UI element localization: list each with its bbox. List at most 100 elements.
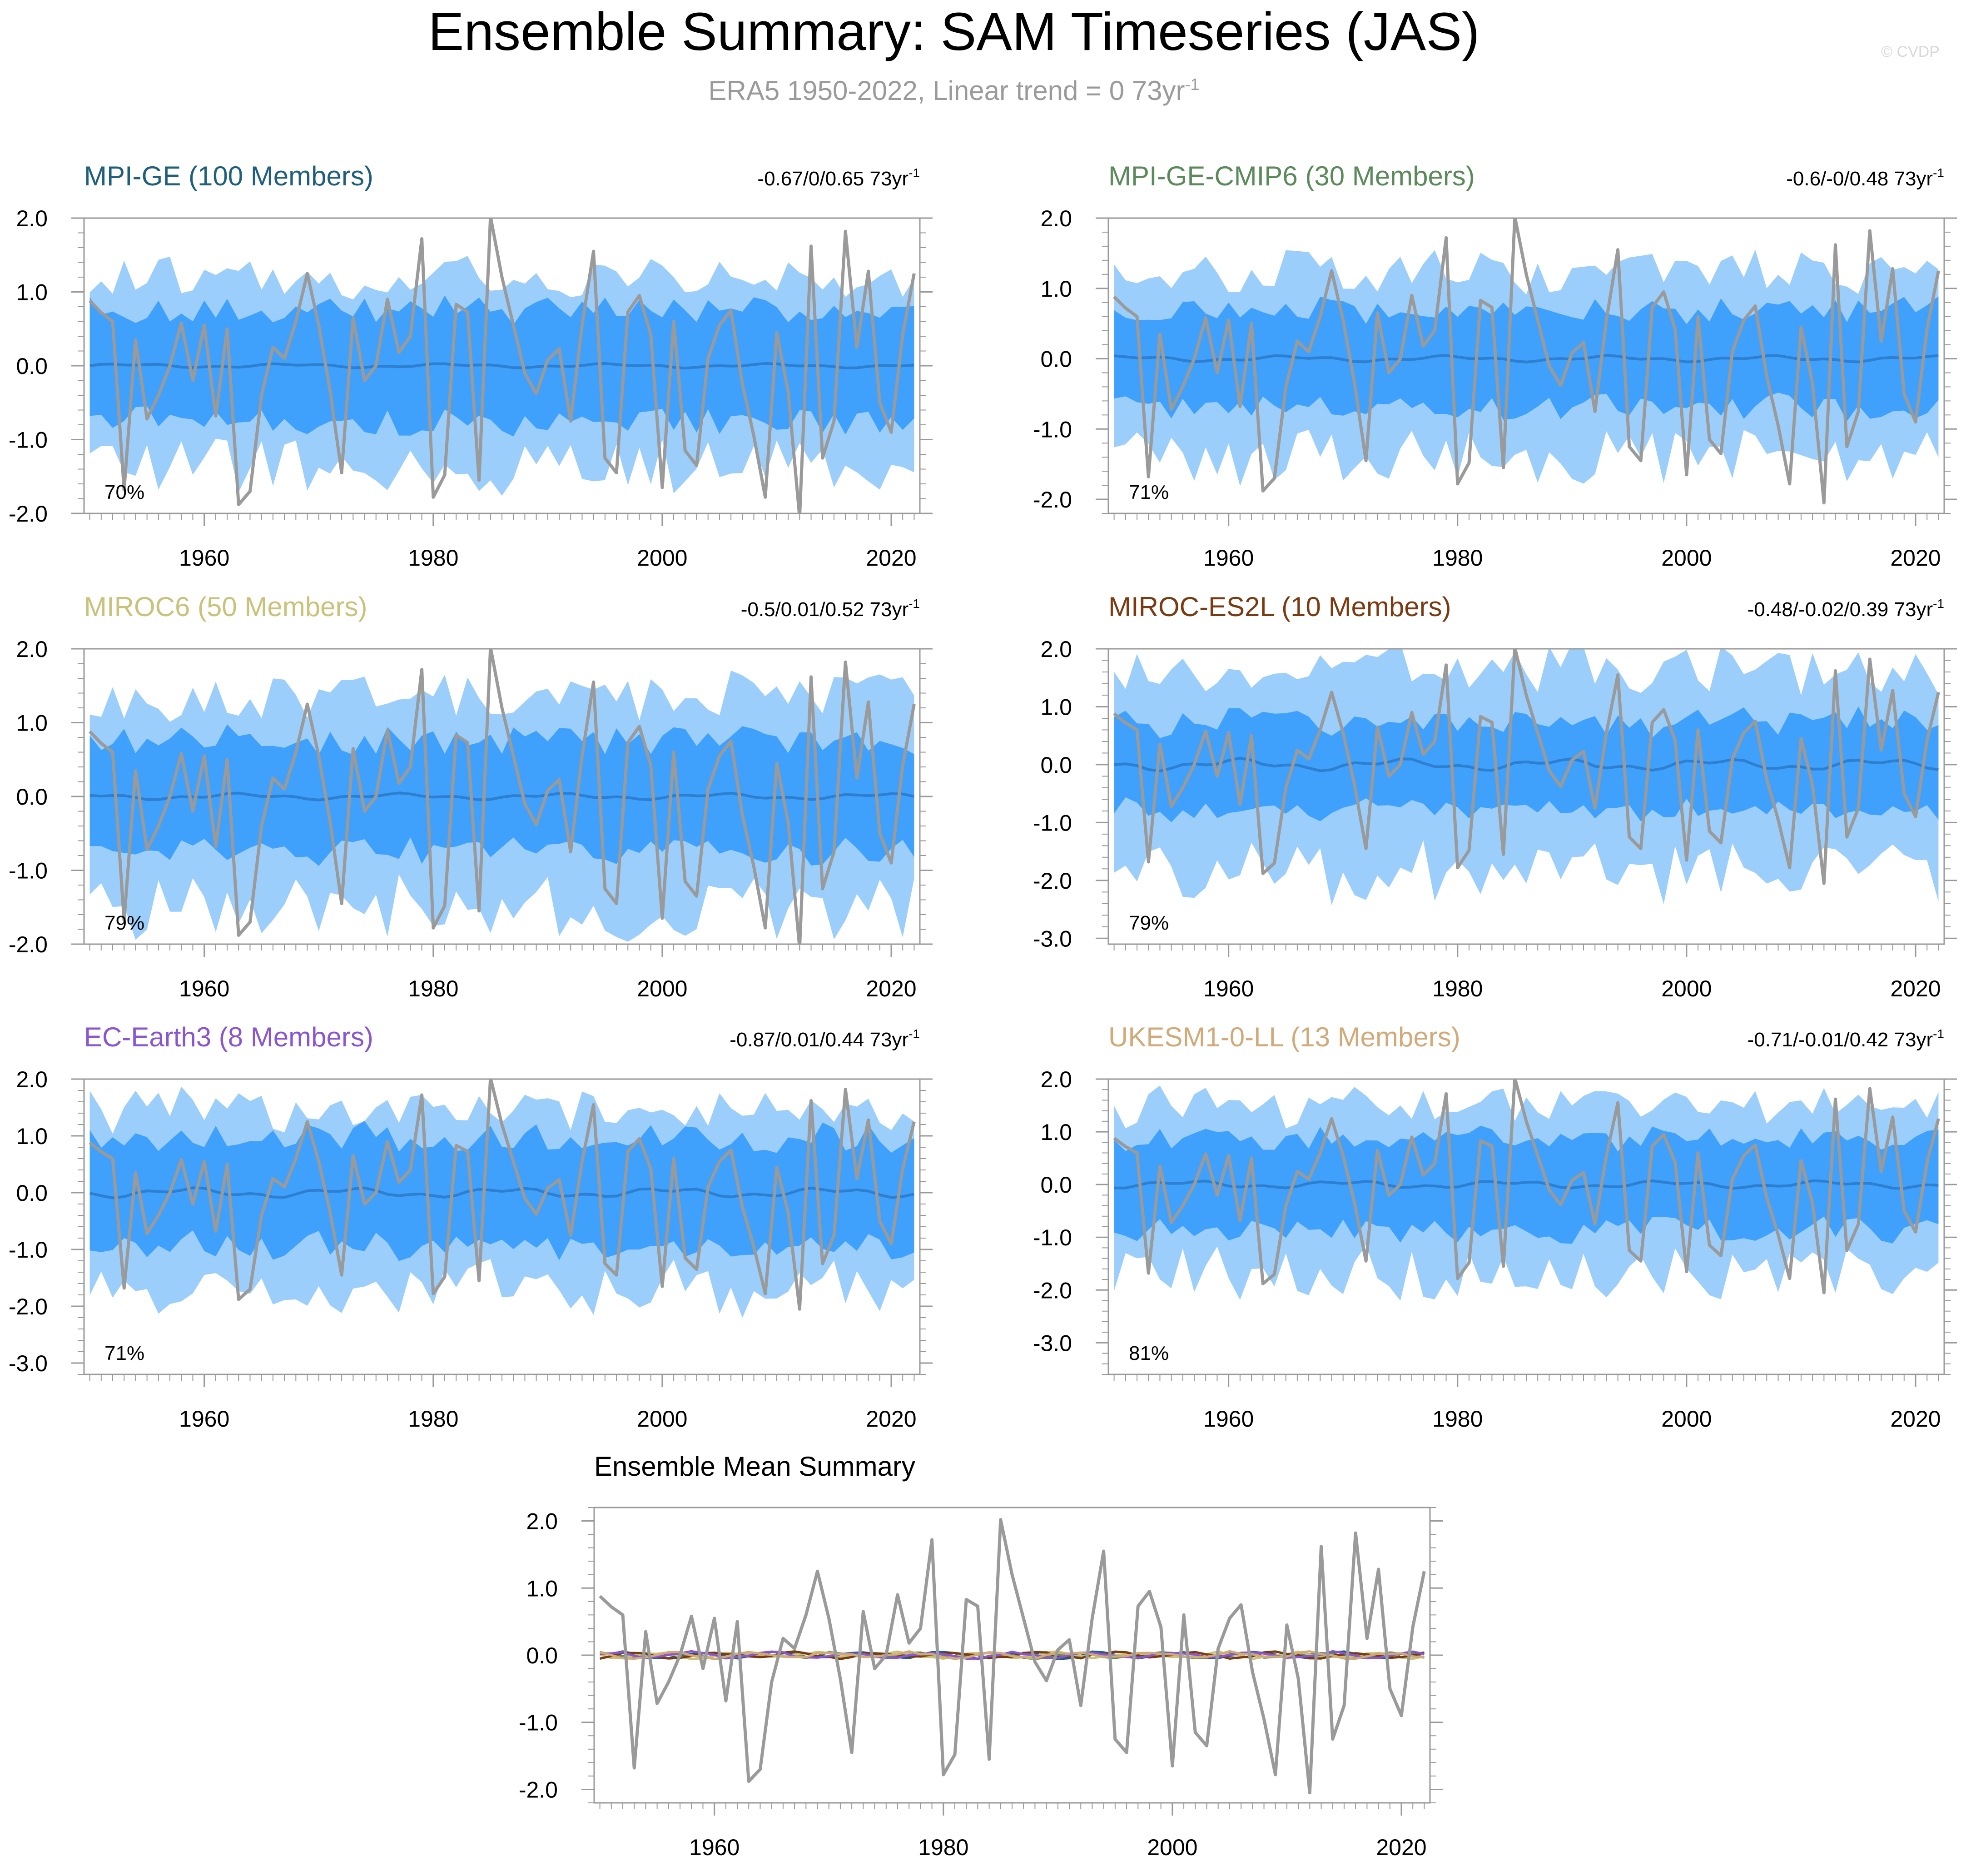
ensemble-mean-line xyxy=(89,362,914,370)
x-axis: 1960 1980 2000 2020 xyxy=(89,1374,917,1432)
percent-label: 79% xyxy=(104,912,144,934)
panel-miroc-es2l: 2.0 1.0 0.0 -1.0 -2.0 -3.0 1960 1980 2000 2020 MIR… xyxy=(1033,592,1957,1001)
x-tick-label: 2020 xyxy=(1890,1406,1941,1432)
trend-label: -0.67/0/0.65 73yr-1 xyxy=(757,166,920,190)
x-tick-label: 2000 xyxy=(637,976,687,1001)
x-tick-label: 1960 xyxy=(179,545,229,571)
plot-area xyxy=(89,218,916,513)
x-tick-label: 1980 xyxy=(408,976,458,1001)
x-tick-label: 2000 xyxy=(1147,1835,1197,1860)
panel-title: Ensemble Mean Summary xyxy=(594,1451,915,1482)
y-tick-label: 0.0 xyxy=(1040,347,1072,372)
x-tick-label: 2020 xyxy=(866,545,916,571)
y-axis: 2.0 1.0 0.0 -1.0 -2.0 xyxy=(1033,206,1957,514)
trend-label: -0.71/-0.01/0.42 73yr-1 xyxy=(1748,1027,1944,1051)
x-tick-label: 2000 xyxy=(1661,545,1712,571)
y-axis: 2.0 1.0 0.0 -1.0 -2.0 xyxy=(9,637,933,957)
plot-area xyxy=(1113,1079,1940,1301)
y-tick-label: 2.0 xyxy=(1040,637,1072,662)
y-tick-label: -1.0 xyxy=(9,428,48,453)
y-tick-label: -2.0 xyxy=(9,1294,48,1319)
y-tick-label: -1.0 xyxy=(1033,810,1072,836)
panel-title: EC-Earth3 (8 Members) xyxy=(84,1022,373,1052)
y-axis: 2.0 1.0 0.0 -1.0 -2.0 -3.0 xyxy=(9,1067,933,1376)
y-tick-label: 1.0 xyxy=(1040,276,1072,302)
x-tick-label: 2020 xyxy=(1890,976,1941,1001)
observed-series-line xyxy=(89,218,916,513)
ensemble-mean-line xyxy=(1114,756,1939,773)
panel-miroc6: 2.0 1.0 0.0 -1.0 -2.0 1960 1980 2000 2020 MIROC6 … xyxy=(9,592,933,1001)
y-tick-label: -1.0 xyxy=(1033,417,1072,442)
y-tick-label: 1.0 xyxy=(16,711,48,736)
x-tick-label: 1960 xyxy=(179,1406,229,1432)
inner-spread-band xyxy=(1114,707,1939,822)
ensemble-mean-line xyxy=(89,791,915,801)
x-tick-label: 2000 xyxy=(637,545,687,571)
y-tick-label: -2.0 xyxy=(9,501,48,527)
y-tick-label: 0.0 xyxy=(526,1643,558,1668)
x-tick-label: 1980 xyxy=(1432,976,1483,1001)
x-tick-label: 1960 xyxy=(1203,1406,1254,1432)
x-axis: 1960 1980 2000 2020 xyxy=(1113,513,1941,571)
y-tick-label: -2.0 xyxy=(1033,487,1072,513)
x-tick-label: 1980 xyxy=(408,1406,458,1432)
y-tick-label: 0.0 xyxy=(16,1180,48,1206)
x-axis: 1960 1980 2000 2020 xyxy=(1113,1374,1941,1432)
y-tick-label: -1.0 xyxy=(9,858,48,884)
observed-series-line xyxy=(89,1079,916,1311)
ensemble-mean-line xyxy=(89,1186,914,1199)
cvdp-watermark: © CVDP xyxy=(1881,43,1940,60)
figure-subtitle-superscript: -1 xyxy=(1185,75,1200,94)
panel-ensemble-mean: 2.0 1.0 0.0 -1.0 -2.0 1960 1980 2000 2020 Ensembl… xyxy=(519,1451,1443,1860)
panel-title: UKESM1-0-LL (13 Members) xyxy=(1108,1022,1460,1052)
y-tick-label: 1.0 xyxy=(526,1576,558,1601)
x-axis: 1960 1980 2000 2020 xyxy=(1113,944,1941,1001)
percent-label: 71% xyxy=(1129,481,1169,503)
percent-label: 81% xyxy=(1129,1342,1169,1364)
plot-area xyxy=(1113,218,1940,505)
x-tick-label: 2020 xyxy=(1376,1835,1426,1860)
x-tick-label: 1980 xyxy=(1432,1406,1483,1432)
y-tick-label: 1.0 xyxy=(1040,1120,1072,1145)
trend-label: -0.5/0.01/0.52 73yr-1 xyxy=(741,597,920,621)
x-tick-label: 2000 xyxy=(1661,1406,1712,1432)
ensemble-mean-line xyxy=(1114,354,1939,363)
y-tick-label: -2.0 xyxy=(9,932,48,957)
y-tick-label: 0.0 xyxy=(1040,752,1072,778)
y-tick-label: -2.0 xyxy=(1033,1278,1072,1303)
y-tick-label: -1.0 xyxy=(1033,1225,1072,1250)
x-tick-label: 1960 xyxy=(1203,545,1254,571)
plot-area xyxy=(599,1518,1426,1795)
y-tick-label: -3.0 xyxy=(1033,1330,1072,1356)
y-tick-label: 0.0 xyxy=(16,353,48,379)
x-tick-label: 1980 xyxy=(918,1835,968,1860)
y-tick-label: 1.0 xyxy=(16,1124,48,1149)
plot-area xyxy=(1113,649,1940,906)
y-tick-label: 0.0 xyxy=(16,784,48,810)
y-tick-label: 2.0 xyxy=(1040,206,1072,231)
y-tick-label: -3.0 xyxy=(9,1351,48,1376)
model-mean-series-5 xyxy=(600,1650,1425,1660)
trend-label: -0.6/-0/0.48 73yr-1 xyxy=(1786,166,1944,190)
x-tick-label: 1980 xyxy=(408,545,458,571)
plot-area xyxy=(89,649,916,944)
panel-title: MPI-GE-CMIP6 (30 Members) xyxy=(1108,161,1475,191)
y-axis: 2.0 1.0 0.0 -1.0 -2.0 -3.0 xyxy=(1033,1067,1957,1375)
y-axis: 2.0 1.0 0.0 -1.0 -2.0 xyxy=(519,1507,1443,1803)
figure-title: Ensemble Summary: SAM Timeseries (JAS) xyxy=(428,2,1480,62)
y-tick-label: -2.0 xyxy=(1033,868,1072,894)
x-axis: 1960 1980 2000 2020 xyxy=(599,1803,1427,1860)
y-tick-label: -3.0 xyxy=(1033,926,1072,951)
trend-label: -0.87/0.01/0.44 73yr-1 xyxy=(730,1027,920,1051)
y-tick-label: -2.0 xyxy=(519,1777,558,1802)
y-tick-label: 2.0 xyxy=(16,1067,48,1092)
panel-title: MIROC-ES2L (10 Members) xyxy=(1108,592,1451,622)
y-axis: 2.0 1.0 0.0 -1.0 -2.0 xyxy=(9,206,933,527)
x-tick-label: 1960 xyxy=(689,1835,740,1860)
observed-series-line xyxy=(89,649,916,944)
y-tick-label: 2.0 xyxy=(16,637,48,662)
panel-title: MPI-GE (100 Members) xyxy=(84,161,373,191)
x-tick-label: 1960 xyxy=(1203,976,1254,1001)
y-tick-label: 1.0 xyxy=(1040,694,1072,720)
